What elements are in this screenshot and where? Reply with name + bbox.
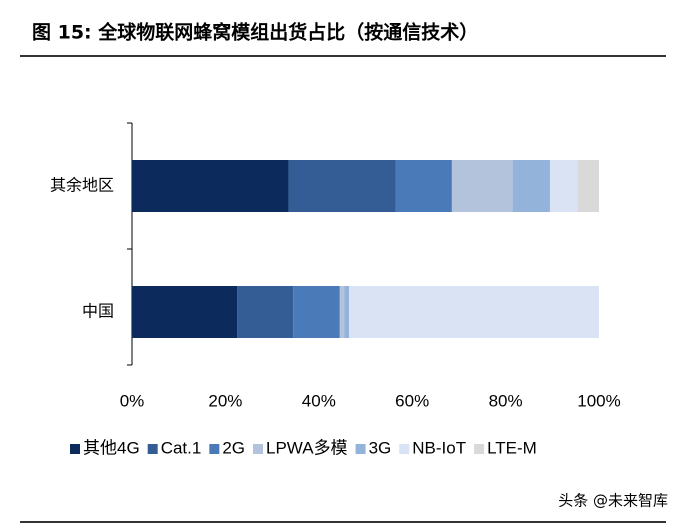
bar-segment [512, 160, 550, 212]
legend-swatch [399, 444, 410, 454]
bar-segment [549, 160, 578, 212]
bar-segment [132, 286, 238, 338]
watermark: 头条 @未来智库 [558, 492, 668, 510]
bar-segment [395, 160, 452, 212]
legend-swatch [253, 444, 264, 454]
legend-swatch [355, 444, 366, 454]
legend-label: LPWA多模 [266, 438, 348, 457]
legend-swatch [209, 444, 220, 454]
x-tick-label: 40% [302, 391, 336, 410]
legend-label: 其他4G [83, 438, 140, 457]
bar-segment [344, 286, 350, 338]
bar-segment [349, 286, 599, 338]
y-tick-label: 其余地区 [50, 176, 114, 195]
x-tick-label: 100% [577, 391, 620, 410]
x-tick-label: 80% [489, 391, 523, 410]
chart-title: 图 15: 全球物联网蜂窝模组出货占比（按通信技术） [32, 21, 478, 44]
x-tick-label: 20% [208, 391, 242, 410]
bar-segment [577, 160, 599, 212]
bar-segment [237, 286, 294, 338]
x-tick-label: 60% [395, 391, 429, 410]
legend-label: 2G [222, 438, 245, 457]
bar-segment [451, 160, 513, 212]
legend-label: NB-IoT [412, 438, 466, 457]
x-tick-label: 0% [120, 391, 145, 410]
legend-label: LTE-M [487, 438, 537, 457]
legend-swatch [70, 444, 80, 454]
bar-segment [132, 160, 289, 212]
legend-swatch [474, 444, 485, 454]
bar-segment [288, 160, 396, 212]
legend-swatch [147, 444, 158, 454]
bar-segment [293, 286, 340, 338]
bar-segment [339, 286, 345, 338]
legend-label: Cat.1 [161, 438, 202, 457]
y-tick-label: 中国 [82, 302, 114, 321]
legend-label: 3G [369, 438, 392, 457]
